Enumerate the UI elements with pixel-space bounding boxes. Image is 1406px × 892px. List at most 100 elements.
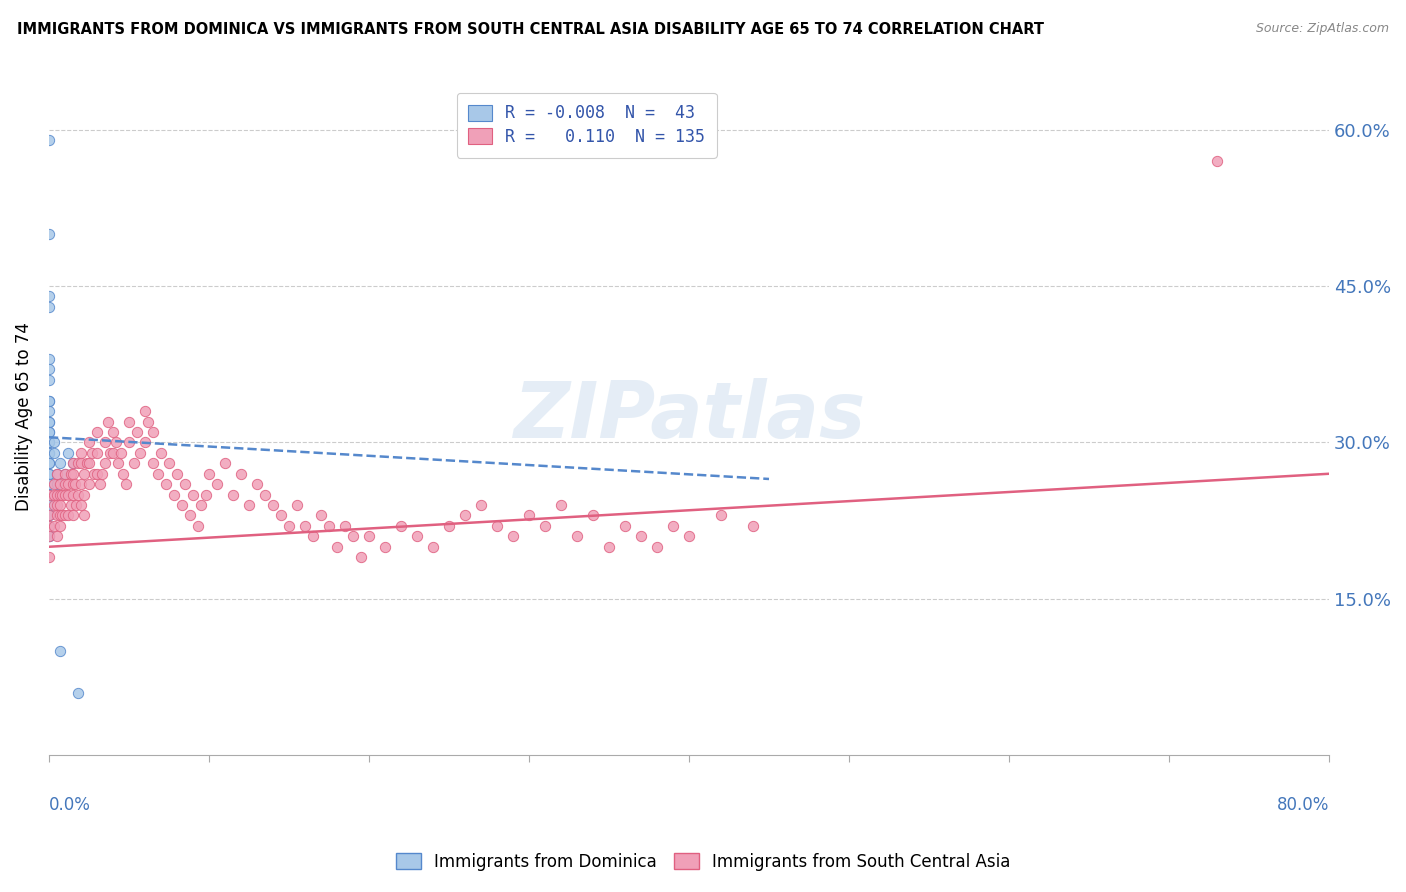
- Point: [142, 456, 165, 470]
- Point: [38, 488, 60, 502]
- Point: [406, 529, 429, 543]
- Point: [125, 425, 148, 439]
- Point: [70, 498, 93, 512]
- Point: [155, 477, 177, 491]
- Point: [77, 456, 100, 470]
- Point: [60, 467, 83, 481]
- Point: [38, 425, 60, 439]
- Point: [149, 446, 172, 460]
- Point: [38, 227, 60, 241]
- Point: [46, 529, 69, 543]
- Point: [157, 456, 180, 470]
- Point: [1206, 153, 1229, 168]
- Point: [51, 488, 73, 502]
- Point: [38, 508, 60, 523]
- Point: [550, 498, 572, 512]
- Point: [49, 498, 72, 512]
- Point: [62, 488, 84, 502]
- Point: [262, 498, 284, 512]
- Point: [38, 467, 60, 481]
- Point: [389, 519, 412, 533]
- Point: [73, 467, 96, 481]
- Point: [198, 467, 221, 481]
- Point: [38, 362, 60, 376]
- Point: [62, 456, 84, 470]
- Point: [42, 446, 65, 460]
- Point: [246, 477, 269, 491]
- Point: [107, 456, 129, 470]
- Point: [90, 467, 112, 481]
- Text: 80.0%: 80.0%: [1277, 796, 1329, 814]
- Point: [46, 467, 69, 481]
- Point: [56, 508, 79, 523]
- Point: [645, 540, 668, 554]
- Point: [53, 508, 76, 523]
- Point: [89, 477, 111, 491]
- Point: [38, 300, 60, 314]
- Point: [278, 519, 301, 533]
- Point: [63, 477, 86, 491]
- Point: [53, 467, 76, 481]
- Point: [333, 519, 356, 533]
- Point: [38, 529, 60, 543]
- Point: [229, 467, 252, 481]
- Point: [73, 508, 96, 523]
- Text: ZIPatlas: ZIPatlas: [513, 378, 865, 454]
- Text: Source: ZipAtlas.com: Source: ZipAtlas.com: [1256, 22, 1389, 36]
- Point: [194, 488, 217, 502]
- Legend: R = -0.008  N =  43, R =   0.110  N = 135: R = -0.008 N = 43, R = 0.110 N = 135: [457, 93, 717, 158]
- Point: [38, 425, 60, 439]
- Point: [134, 404, 156, 418]
- Point: [174, 477, 197, 491]
- Point: [38, 477, 60, 491]
- Point: [238, 498, 260, 512]
- Point: [38, 435, 60, 450]
- Point: [38, 467, 60, 481]
- Point: [65, 498, 87, 512]
- Point: [49, 519, 72, 533]
- Point: [437, 519, 460, 533]
- Point: [214, 456, 236, 470]
- Point: [222, 488, 245, 502]
- Point: [470, 498, 492, 512]
- Point: [38, 446, 60, 460]
- Point: [342, 529, 364, 543]
- Point: [38, 498, 60, 512]
- Point: [598, 540, 620, 554]
- Point: [294, 519, 316, 533]
- Point: [62, 456, 84, 470]
- Point: [166, 467, 188, 481]
- Point: [46, 498, 69, 512]
- Point: [678, 529, 700, 543]
- Point: [94, 435, 117, 450]
- Point: [374, 540, 396, 554]
- Point: [118, 415, 141, 429]
- Point: [97, 415, 120, 429]
- Point: [38, 488, 60, 502]
- Point: [38, 529, 60, 543]
- Point: [118, 435, 141, 450]
- Point: [129, 446, 152, 460]
- Point: [422, 540, 444, 554]
- Point: [350, 550, 373, 565]
- Point: [318, 519, 340, 533]
- Point: [38, 498, 60, 512]
- Point: [46, 488, 69, 502]
- Point: [101, 446, 124, 460]
- Point: [38, 488, 60, 502]
- Point: [49, 477, 72, 491]
- Point: [98, 446, 121, 460]
- Point: [134, 435, 156, 450]
- Point: [49, 488, 72, 502]
- Point: [38, 373, 60, 387]
- Point: [38, 393, 60, 408]
- Text: 0.0%: 0.0%: [49, 796, 91, 814]
- Text: IMMIGRANTS FROM DOMINICA VS IMMIGRANTS FROM SOUTH CENTRAL ASIA DISABILITY AGE 65: IMMIGRANTS FROM DOMINICA VS IMMIGRANTS F…: [17, 22, 1043, 37]
- Point: [179, 508, 201, 523]
- Point: [205, 477, 228, 491]
- Point: [56, 446, 79, 460]
- Point: [38, 404, 60, 418]
- Point: [66, 686, 89, 700]
- Point: [38, 508, 60, 523]
- Point: [502, 529, 524, 543]
